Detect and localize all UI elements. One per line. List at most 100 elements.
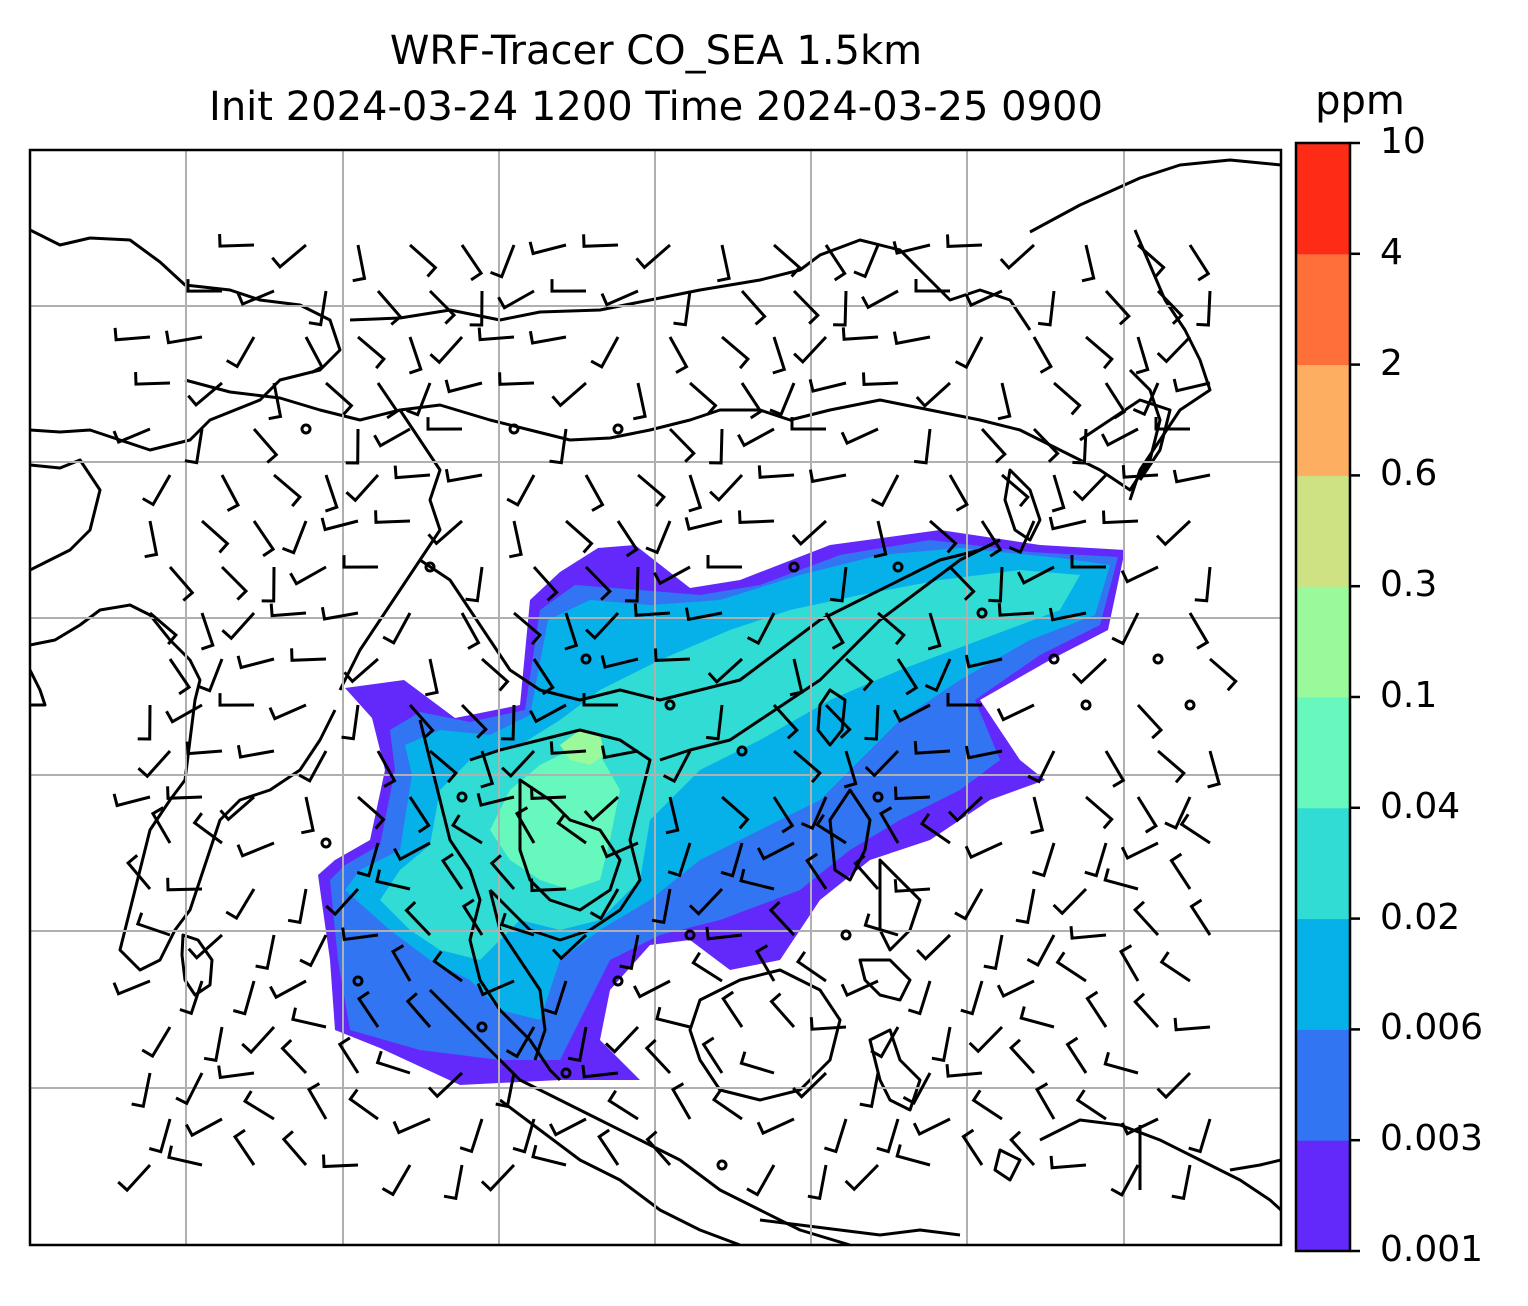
- wind-barb: [870, 1026, 900, 1059]
- wind-barb: [859, 1072, 880, 1109]
- calm-marker: [352, 975, 364, 987]
- colorbar-label: 2: [1380, 342, 1403, 384]
- wind-barb: [134, 372, 171, 386]
- wind-barb: [1164, 796, 1192, 830]
- wind-barb: [721, 990, 744, 1028]
- calm-marker: [736, 745, 748, 757]
- wind-barb: [513, 611, 543, 646]
- wind-barb: [790, 417, 826, 431]
- wind-barb: [585, 611, 620, 641]
- wind-barb: [200, 612, 215, 651]
- wind-barb: [187, 381, 223, 408]
- wind-barb: [739, 1051, 775, 1075]
- wind-barb: [281, 1130, 308, 1166]
- wind-barb: [232, 980, 256, 1016]
- wind-barb: [757, 465, 795, 479]
- wind-barb: [343, 657, 379, 684]
- wind-barb: [907, 980, 932, 1016]
- wind-barb: [1156, 335, 1192, 364]
- wind-barb: [673, 290, 692, 327]
- wind-barb: [135, 912, 171, 937]
- calm-marker: [320, 837, 332, 849]
- wind-barb: [1189, 898, 1212, 936]
- wind-barb: [325, 381, 354, 416]
- wind-barb: [877, 611, 906, 646]
- wind-barb: [252, 520, 276, 558]
- wind-barb: [705, 926, 743, 941]
- wind-barb: [1085, 990, 1108, 1028]
- calm-marker: [1184, 699, 1196, 711]
- wind-barb: [808, 469, 847, 484]
- wind-barb: [1172, 378, 1211, 393]
- wind-barb: [862, 372, 899, 386]
- wind-barb: [1132, 382, 1160, 417]
- wind-barb: [495, 1072, 516, 1109]
- wind-barb: [1118, 944, 1140, 982]
- wind-barb: [980, 427, 1007, 464]
- wind-barb: [1031, 842, 1056, 878]
- calm-marker: [300, 423, 312, 435]
- wind-barb: [582, 234, 619, 248]
- wind-barb: [1027, 750, 1056, 784]
- calm-marker: [508, 423, 520, 435]
- wind-barb: [645, 520, 672, 555]
- wind-barb: [506, 474, 536, 507]
- wind-barb: [444, 468, 483, 483]
- wind-barb: [1070, 555, 1106, 569]
- wind-barb: [980, 520, 1003, 558]
- wind-barb: [550, 279, 587, 293]
- wind-barb: [1169, 852, 1192, 890]
- wind-barb: [616, 520, 639, 558]
- colorbar-unit: ppm: [1315, 78, 1405, 124]
- wind-barb: [1048, 516, 1087, 531]
- wind-barb: [590, 336, 620, 369]
- wind-barb: [861, 289, 899, 310]
- wind-barb: [342, 555, 379, 569]
- colorbar-label: 0.003: [1380, 1118, 1484, 1160]
- wind-barb: [141, 1026, 172, 1059]
- wind-barb: [1001, 473, 1030, 508]
- wind-barb: [863, 913, 899, 937]
- wind-barb: [1133, 992, 1160, 1029]
- colorbar-label: 0.02: [1380, 896, 1461, 938]
- wind-barb: [1069, 926, 1107, 940]
- calm-marker: [560, 1067, 572, 1079]
- wind-barb: [409, 243, 438, 278]
- wind-barb: [637, 473, 667, 508]
- wind-barb: [356, 842, 380, 878]
- wind-barb: [684, 607, 723, 622]
- wind-barb: [983, 934, 1004, 971]
- wind-barb: [709, 428, 724, 465]
- wind-barb: [597, 1128, 620, 1166]
- wind-barb: [1132, 900, 1160, 937]
- colorbar-label: 0.006: [1380, 1007, 1484, 1049]
- wind-barb: [382, 612, 412, 645]
- wind-barb: [429, 335, 464, 365]
- wind-barb: [739, 868, 775, 891]
- colorbar-ticks: [1350, 141, 1360, 1253]
- wind-barb: [1135, 336, 1150, 375]
- wind-barb: [352, 244, 367, 283]
- wind-barb: [273, 473, 303, 508]
- colorbar-segment: [1296, 253, 1350, 366]
- colorbar-segment: [1296, 143, 1350, 255]
- wind-barb: [543, 980, 568, 1016]
- wind-barb: [144, 520, 159, 559]
- coastlines: [30, 158, 1281, 1245]
- wind-barb: [1051, 474, 1066, 513]
- colorbar: [1296, 143, 1350, 1252]
- wind-barb: [896, 658, 919, 696]
- wind-barb: [528, 241, 567, 256]
- wind-barb: [165, 330, 203, 345]
- wind-barb: [1084, 842, 1108, 878]
- wind-barb: [971, 1089, 1003, 1121]
- calm-marker: [1048, 653, 1060, 665]
- wind-barb: [1121, 465, 1159, 479]
- wind-barb: [707, 657, 744, 685]
- wind-barb: [824, 244, 847, 282]
- calm-marker: [1080, 699, 1092, 711]
- wind-barb: [501, 704, 516, 741]
- wind-barb: [1052, 887, 1088, 916]
- wind-barb: [530, 878, 567, 893]
- calm-marker: [424, 561, 436, 573]
